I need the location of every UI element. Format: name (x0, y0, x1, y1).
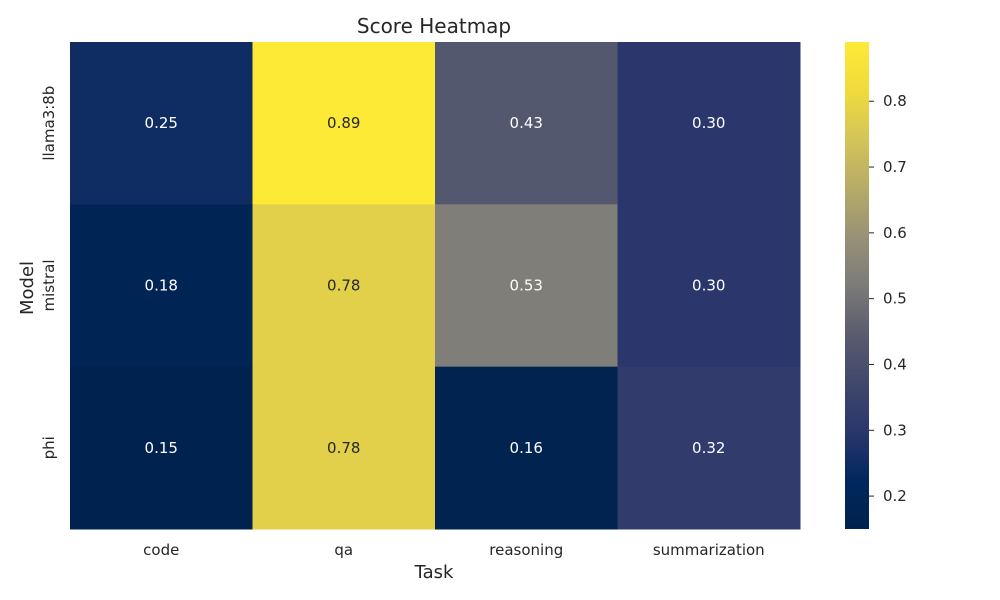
x-axis-label: Task (414, 562, 454, 583)
cell-value-label: 0.25 (145, 114, 178, 132)
cell-value-label: 0.18 (145, 277, 178, 295)
colorbar-tick-label: 0.5 (883, 290, 907, 308)
colorbar-tick-label: 0.8 (883, 92, 907, 110)
cell-value-label: 0.78 (327, 439, 360, 457)
cell-value-label: 0.32 (692, 439, 725, 457)
colorbar-tick-label: 0.7 (883, 158, 907, 176)
x-tick-label: code (143, 541, 179, 559)
cell-value-label: 0.78 (327, 277, 360, 295)
x-tick-label: qa (334, 541, 353, 559)
heatmap-cell (252, 42, 436, 205)
cell-value-label: 0.15 (145, 439, 178, 457)
colorbar-tick-label: 0.3 (883, 421, 907, 439)
heatmap-cell (435, 204, 618, 368)
chart-title: Score Heatmap (357, 14, 511, 38)
heatmap-cell (70, 42, 253, 205)
colorbar-tick-label: 0.4 (883, 355, 907, 373)
y-tick-label: llama3:8b (40, 86, 58, 161)
colorbar-tick-label: 0.6 (883, 224, 907, 242)
heatmap-cell (252, 366, 436, 530)
x-tick-label: summarization (653, 541, 765, 559)
heatmap-cell (70, 204, 253, 368)
x-tick-labels: code qa reasoning summarization (143, 541, 765, 559)
y-tick-label: phi (40, 436, 58, 459)
heatmap-cell (617, 366, 801, 530)
heatmap-cell (70, 366, 253, 530)
heatmap-cell (435, 366, 618, 530)
heatmap-cell (617, 42, 801, 205)
cell-value-label: 0.53 (510, 277, 543, 295)
y-axis-label: Model (17, 261, 38, 315)
heatmap-cell-labels: 0.25 0.89 0.43 0.30 0.18 0.78 0.53 0.30 0.15 0.78… (145, 114, 726, 457)
colorbar-tick-label: 0.2 (883, 487, 907, 505)
cell-value-label: 0.89 (327, 114, 360, 132)
y-tick-labels: llama3:8b mistral phi (40, 86, 58, 460)
cell-value-label: 0.30 (692, 277, 725, 295)
heatmap-cell (617, 204, 801, 368)
cell-value-label: 0.43 (510, 114, 543, 132)
colorbar (845, 42, 869, 529)
cell-value-label: 0.16 (510, 439, 543, 457)
cell-value-label: 0.30 (692, 114, 725, 132)
heatmap-cell (252, 204, 436, 368)
x-tick-label: reasoning (489, 541, 563, 559)
y-tick-label: mistral (40, 259, 58, 311)
colorbar-ticks: 0.2 0.3 0.4 0.5 0.6 0.7 0.8 (869, 92, 907, 505)
heatmap-cells (70, 42, 801, 530)
heatmap-cell (435, 42, 618, 205)
